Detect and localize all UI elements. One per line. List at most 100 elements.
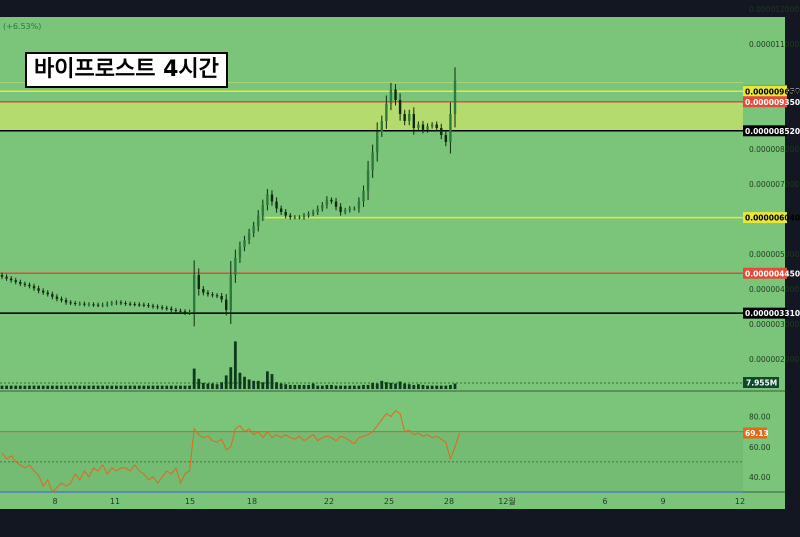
volume-bar [160,385,164,389]
level-tag-bg [743,212,787,224]
volume-tag: 7.955M [746,379,777,388]
candle-body [302,215,306,218]
volume-bar [46,385,50,389]
candle-body [412,114,416,128]
volume-bar [174,385,178,389]
candle-body [279,208,283,212]
volume-bar [439,385,443,389]
candle-body [110,303,114,304]
volume-bar [247,379,251,389]
volume-bar [73,385,77,389]
date-axis-label: 25 [384,497,394,506]
candle-body [343,210,347,212]
level-tag-bg [743,125,787,137]
volume-bar [275,382,278,389]
candle-body [64,300,68,303]
volume-bar [14,385,18,389]
candle-body [9,278,13,281]
frame-top [0,0,800,17]
price-axis-label: 0.000003000 [749,320,799,329]
candle-body [229,275,232,310]
volume-bar [325,384,329,389]
date-axis-label: 11 [110,497,120,506]
candle-body [298,217,301,219]
volume-bar [252,380,256,389]
volume-bar [412,384,416,389]
volume-bar [238,372,242,389]
candle-body [408,114,411,121]
price-change-text: (+6.53%) [3,22,42,31]
date-axis-label: 12 [735,497,745,506]
candle-body [348,208,351,211]
volume-bar [407,384,411,389]
candle-body [74,303,77,304]
candle-body [41,290,45,293]
volume-bar [215,384,219,389]
candle-body [23,283,27,285]
level-tag-bg [743,85,787,97]
candle-body [225,299,228,310]
candle-body [151,305,155,307]
candle-body [321,205,324,209]
volume-bar [330,384,333,389]
volume-bar [110,385,114,389]
volume-bar [128,385,132,389]
volume-bar [311,383,315,389]
candle-body [87,304,91,306]
resistance-zone [0,101,743,131]
candle-body [211,294,214,296]
candle-body [156,306,159,308]
volume-bar [78,385,82,389]
rsi-axis-label: 80.00 [749,413,771,422]
volume-bar [366,384,370,389]
volume-bar [165,385,169,389]
volume-bar [394,383,397,389]
candle-body [37,288,40,291]
volume-bar [151,385,155,389]
candle-body [380,121,383,132]
volume-bar [156,385,159,389]
volume-bar [60,385,63,389]
candle-body [435,124,438,128]
price-axis-label: 0.000002000 [749,355,799,364]
volume-bar [55,385,59,389]
volume-bar [87,385,91,389]
volume-bar [279,383,283,389]
volume-bar [375,383,379,389]
candle-body [311,212,315,214]
volume-bar [371,382,375,389]
candle-body [357,201,361,209]
date-axis-label: 9 [660,497,665,506]
level-tag: 0.000006040 [745,214,800,223]
volume-bar [137,385,141,389]
level-tag: 0.000009350 [745,98,800,107]
candle-body [334,201,338,207]
rsi-band [0,431,743,492]
chart-title: 바이프로스트 4시간 [25,52,228,88]
date-axis-label: 28 [444,497,454,506]
volume-bar [101,385,105,389]
volume-bar [229,367,233,389]
level-tag: 0.000003310 [745,309,800,318]
candle-body [28,284,31,287]
candle-body [270,194,274,202]
date-axis-label: 12월 [498,496,516,506]
candle-body [284,212,287,216]
volume-bar [169,385,173,389]
volume-bar [449,384,452,389]
volume-bar [293,384,297,389]
volume-bar [384,382,388,389]
volume-bar [224,375,228,389]
date-axis-label: 8 [52,497,57,506]
candle-body [426,126,429,130]
price-axis-label: 0.000008000 [749,145,799,154]
volume-bar [133,385,137,389]
candle-body [133,304,136,306]
volume-bar [206,383,210,389]
volume-bar [298,384,301,389]
level-tag-bg [743,267,787,279]
candle-body [188,311,191,313]
candle-body [398,100,402,114]
candle-body [179,310,182,312]
